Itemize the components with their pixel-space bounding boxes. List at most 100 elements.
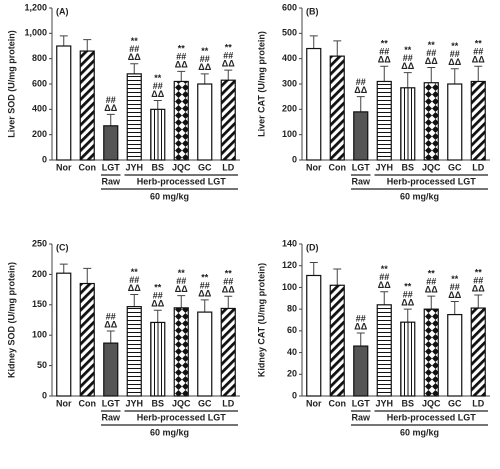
error-bar (177, 70, 186, 82)
significance-mark: ## (223, 277, 233, 287)
y-axis-label: Liver CAT (U/mg protein) (256, 31, 266, 137)
significance-mark: ## (223, 50, 233, 60)
bar (400, 321, 416, 397)
dose-label: 60 mg/kg (150, 427, 189, 437)
significance-mark: ## (379, 47, 389, 57)
error-bar (356, 96, 365, 112)
significance-mark: ΔΔ (175, 284, 188, 294)
group-label: Raw (351, 176, 371, 186)
error-bar (224, 295, 233, 309)
error-bar (59, 263, 68, 274)
significance-mark: ΔΔ (128, 283, 141, 293)
significance-mark: ## (153, 81, 163, 91)
y-tick-label: 400 (32, 104, 47, 114)
y-tick-label: 200 (32, 129, 47, 139)
error-bar (59, 35, 68, 46)
significance-mark: ΔΔ (425, 56, 438, 66)
error-bar (450, 68, 459, 84)
x-tick-label: JYH (375, 398, 393, 408)
y-tick-label: 0 (292, 154, 297, 164)
y-tick-label: 50 (37, 360, 47, 370)
bar (423, 308, 439, 397)
error-bar (83, 39, 92, 52)
significance-mark: ΔΔ (222, 285, 235, 295)
group-label: Herb-processed LGT (137, 412, 227, 422)
x-tick-label: GC (198, 398, 212, 408)
x-tick-label: Con (329, 398, 347, 408)
y-tick-label: 600 (282, 2, 297, 12)
error-bar (380, 65, 389, 82)
significance-mark: ** (131, 36, 139, 46)
x-tick-label: JQC (422, 162, 441, 172)
group-label: Raw (101, 412, 121, 422)
significance-mark: ΔΔ (104, 103, 117, 113)
significance-mark: ## (200, 280, 210, 290)
significance-mark: ** (154, 283, 162, 293)
x-tick-label: BS (151, 162, 164, 172)
x-tick-label: LGT (352, 398, 370, 408)
x-tick-label: Con (79, 162, 97, 172)
significance-mark: ## (356, 313, 366, 323)
error-bar (427, 295, 436, 310)
y-tick-label: 400 (282, 53, 297, 63)
x-tick-label: Con (79, 398, 97, 408)
x-tick-label: Nor (306, 398, 322, 408)
significance-mark: ## (379, 272, 389, 282)
bar (150, 108, 166, 161)
y-tick-label: 20 (287, 369, 297, 379)
significance-mark: ** (475, 267, 483, 277)
y-tick-label: 200 (32, 269, 47, 279)
y-tick-label: 150 (32, 299, 47, 309)
error-bar (200, 73, 209, 84)
error-bar (309, 35, 318, 49)
y-tick-label: 140 (282, 238, 297, 248)
error-bar (200, 299, 209, 313)
error-bar (153, 309, 162, 323)
error-bar (356, 332, 365, 347)
significance-mark: ΔΔ (378, 280, 391, 290)
group-label: Herb-processed LGT (387, 176, 477, 186)
x-tick-label: BS (401, 162, 414, 172)
significance-mark: ** (154, 73, 162, 83)
bar (470, 307, 486, 397)
y-tick-label: 300 (282, 78, 297, 88)
y-axis-label: Liver SOD (U/mg protein) (6, 30, 16, 138)
significance-mark: ## (200, 54, 210, 64)
error-bar (153, 99, 162, 110)
bar (103, 125, 119, 161)
x-tick-label: JQC (422, 398, 441, 408)
significance-mark: ΔΔ (401, 61, 414, 71)
group-label: Raw (351, 412, 371, 422)
panel-label: (C) (56, 242, 69, 252)
significance-mark: ΔΔ (128, 52, 141, 62)
y-tick-label: 100 (282, 129, 297, 139)
error-bar (474, 294, 483, 309)
error-bar (130, 63, 139, 74)
panel-label: (D) (306, 242, 319, 252)
error-bar (403, 72, 412, 88)
bar (376, 304, 392, 397)
significance-mark: ** (428, 40, 436, 50)
bar (220, 79, 236, 161)
significance-mark: ** (381, 39, 389, 49)
y-axis-label: Kidney SOD (U/mg protein) (6, 262, 16, 378)
panel: (D) Kidney CAT (U/mg protein) 0 20 40 60 80 100… (256, 238, 490, 437)
x-tick-label: JYH (125, 398, 143, 408)
x-tick-label: GC (448, 162, 462, 172)
significance-mark: ΔΔ (448, 57, 461, 67)
error-bar (380, 291, 389, 305)
y-tick-label: 40 (287, 347, 297, 357)
error-bar (83, 267, 92, 284)
significance-mark: ## (176, 276, 186, 286)
group-label: Herb-processed LGT (137, 176, 227, 186)
error-bar (474, 65, 483, 82)
y-axis-label: Kidney CAT (U/mg protein) (256, 263, 266, 377)
y-tick-label: 80 (287, 304, 297, 314)
x-tick-label: LD (472, 398, 484, 408)
bar (353, 345, 369, 397)
significance-mark: ## (450, 282, 460, 292)
bar (150, 321, 166, 397)
x-tick-label: Nor (56, 398, 72, 408)
error-bar (309, 261, 318, 276)
significance-mark: ## (473, 275, 483, 285)
